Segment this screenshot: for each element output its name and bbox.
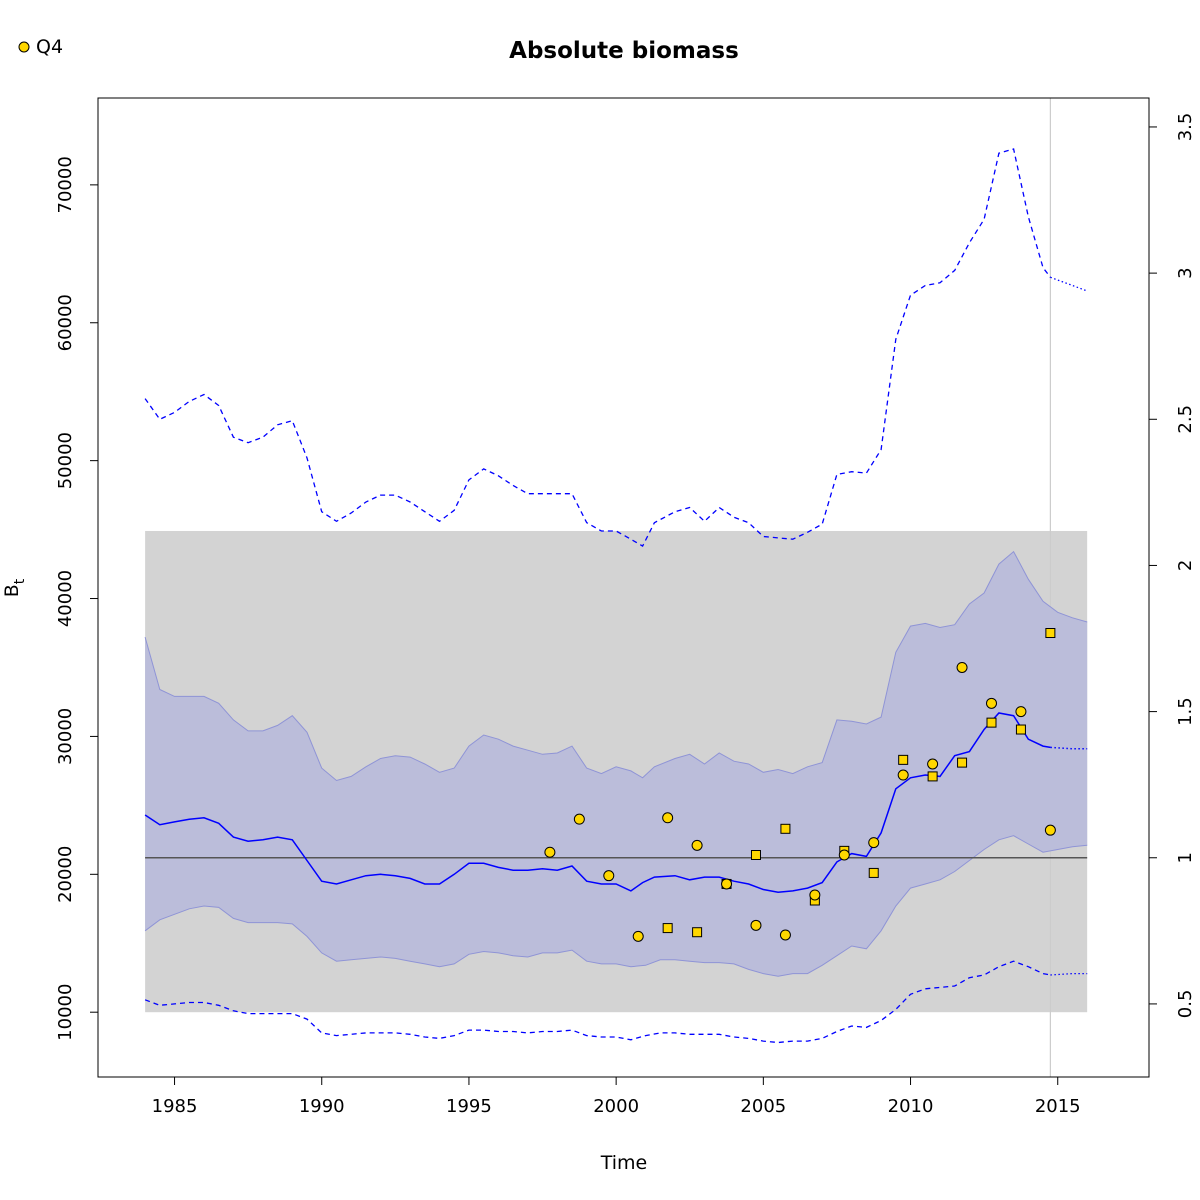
observation-circle-point bbox=[544, 846, 556, 858]
observation-circle-point bbox=[573, 813, 585, 825]
y-tick-label: 50000 bbox=[55, 432, 76, 489]
observation-square-point bbox=[898, 754, 909, 765]
y-tick-label: 30000 bbox=[55, 708, 76, 765]
observation-circle-point bbox=[985, 697, 997, 709]
observation-circle-point bbox=[603, 870, 615, 882]
observation-circle-point bbox=[1015, 706, 1027, 718]
observation-square-point bbox=[957, 757, 968, 768]
observation-points-layer bbox=[544, 628, 1056, 942]
x-axis-label: Time bbox=[600, 1152, 648, 1174]
observation-circle-point bbox=[779, 929, 791, 941]
y-right-tick-label: 3 bbox=[1175, 267, 1196, 278]
observation-circle-point bbox=[897, 769, 909, 781]
observation-circle-point bbox=[838, 849, 850, 861]
x-tick-label: 1990 bbox=[299, 1096, 345, 1117]
observation-circle-point bbox=[868, 837, 880, 849]
y-right-tick-label: 0.5 bbox=[1175, 990, 1196, 1019]
x-tick-label: 1985 bbox=[152, 1096, 198, 1117]
y-tick-label: 70000 bbox=[55, 156, 76, 213]
x-tick-label: 2010 bbox=[888, 1096, 934, 1117]
legend-label-q4: Q4 bbox=[36, 36, 63, 58]
observation-square-point bbox=[868, 867, 879, 878]
observation-square-point bbox=[780, 823, 791, 834]
confidence-band-upper-edge bbox=[144, 550, 1088, 782]
observation-circle-point bbox=[927, 758, 939, 770]
observation-circle-point bbox=[691, 839, 703, 851]
y-right-tick-label: 2 bbox=[1175, 560, 1196, 571]
y-tick-label: 40000 bbox=[55, 570, 76, 627]
y-right-tick-label: 2.5 bbox=[1175, 405, 1196, 434]
series-lines-layer bbox=[144, 148, 1088, 1044]
observation-circle-point bbox=[809, 889, 821, 901]
outer-upper-bound-line bbox=[144, 148, 1051, 548]
confidence-band-layer bbox=[144, 550, 1088, 977]
x-tick-label: 2015 bbox=[1035, 1096, 1081, 1117]
y-axis-label: Bt bbox=[1, 578, 28, 597]
y-tick-label: 10000 bbox=[55, 984, 76, 1041]
x-tick-label: 2000 bbox=[593, 1096, 639, 1117]
observation-square-point bbox=[1045, 628, 1056, 639]
observation-square-point bbox=[692, 927, 703, 938]
confidence-band-lower-edge bbox=[144, 835, 1088, 977]
y-right-tick-label: 1 bbox=[1175, 852, 1196, 863]
y-right-tick-label: 3.5 bbox=[1175, 113, 1196, 142]
y-axis-label-main: B bbox=[1, 584, 23, 597]
observation-circle-point bbox=[632, 930, 644, 942]
observation-square-point bbox=[662, 923, 673, 934]
observation-square-point bbox=[986, 717, 997, 728]
observation-circle-point bbox=[1044, 824, 1056, 836]
observation-square-point bbox=[1015, 724, 1026, 735]
x-tick-label: 2005 bbox=[740, 1096, 786, 1117]
legend-marker-q4 bbox=[18, 41, 30, 53]
outer-upper-forecast-line bbox=[1050, 276, 1088, 292]
y-axis-right: 0.5 1 1.5 2 2.5 3 3.5 bbox=[1148, 113, 1196, 1019]
confidence-band bbox=[145, 551, 1088, 977]
chart-title: Absolute biomass bbox=[509, 38, 739, 64]
outer-lower-bound-line bbox=[144, 960, 1051, 1044]
observation-square-point bbox=[750, 850, 761, 861]
observation-circle-point bbox=[721, 878, 733, 890]
y-axis-label-subscript: t bbox=[12, 578, 28, 584]
x-axis: 1985 1990 1995 2000 2005 2010 2015 bbox=[152, 1076, 1081, 1117]
y-axis: 10000 20000 30000 40000 50000 60000 70000 bbox=[55, 156, 99, 1041]
y-tick-label: 60000 bbox=[55, 294, 76, 351]
legend: Q4 bbox=[18, 36, 63, 58]
estimate-line bbox=[144, 712, 1051, 893]
y-right-tick-label: 1.5 bbox=[1175, 697, 1196, 726]
observation-square-point bbox=[927, 771, 938, 782]
observation-circle-point bbox=[662, 812, 674, 824]
y-tick-label: 20000 bbox=[55, 846, 76, 903]
observation-circle-point bbox=[750, 919, 762, 931]
x-tick-label: 1995 bbox=[446, 1096, 492, 1117]
observation-circle-point bbox=[956, 661, 968, 673]
